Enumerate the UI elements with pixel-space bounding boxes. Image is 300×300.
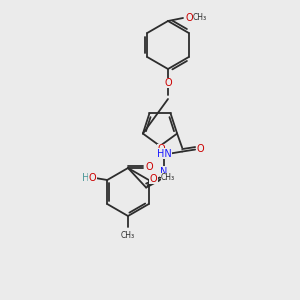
Text: CH₃: CH₃ — [121, 230, 135, 239]
Text: HN: HN — [157, 148, 172, 159]
Text: H: H — [82, 173, 89, 183]
Text: O: O — [145, 162, 153, 172]
Text: CH₃: CH₃ — [161, 173, 175, 182]
Text: O: O — [88, 173, 96, 183]
Text: O: O — [185, 13, 193, 23]
Text: O: O — [196, 144, 204, 154]
Text: N: N — [160, 167, 168, 177]
Text: O: O — [157, 144, 165, 154]
Text: O: O — [150, 174, 158, 184]
Text: CH₃: CH₃ — [193, 14, 207, 22]
Text: O: O — [164, 78, 172, 88]
